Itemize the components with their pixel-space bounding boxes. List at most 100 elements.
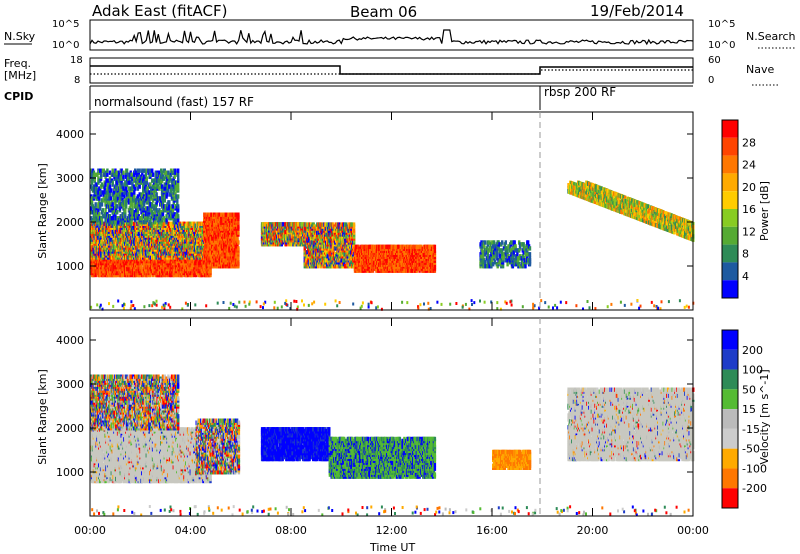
power-cell [133, 194, 135, 198]
power-cell [125, 186, 127, 190]
power-cell [139, 184, 141, 188]
power-cell [174, 175, 176, 179]
power-cell [134, 186, 136, 190]
power-cell [237, 230, 239, 234]
power-cell [164, 198, 166, 202]
cpid-segment-2: rbsp 200 RF [544, 85, 616, 99]
power-cell [237, 246, 239, 250]
power-panel: 1000200030004000 Slant Range [km] [36, 112, 695, 311]
power-cell [168, 200, 170, 204]
power-cell [100, 173, 102, 177]
cpid-segment-1: normalsound (fast) 157 RF [94, 95, 254, 109]
power-cell [122, 171, 124, 175]
nave-tick-bottom: 0 [708, 75, 714, 86]
power-cell [112, 169, 114, 173]
power-cell [174, 169, 176, 173]
power-cell [177, 169, 179, 173]
power-cell [145, 173, 147, 177]
power-cell [108, 200, 110, 204]
nsearch-tick-top: 10^5 [708, 19, 735, 30]
nave-trace [90, 70, 693, 74]
power-cell [109, 184, 111, 188]
power-cell [146, 177, 148, 181]
beam-title: Beam 06 [350, 3, 417, 21]
cpid-panel: CPID normalsound (fast) 157 RF rbsp 200 … [4, 85, 693, 110]
power-cell [121, 182, 123, 186]
power-cell [177, 186, 179, 190]
power-cell [237, 240, 239, 244]
power-cell [166, 192, 168, 196]
nave-label: Nave [746, 63, 774, 76]
power-cell [125, 204, 127, 208]
power-cell [112, 202, 114, 206]
cpid-label: CPID [4, 90, 33, 103]
power-cell [104, 208, 106, 212]
power-cell [104, 182, 106, 186]
power-cell [177, 194, 179, 198]
nsky-trace [90, 30, 693, 44]
power-cell [123, 194, 125, 198]
power-cell [237, 224, 239, 228]
power-cell [237, 221, 239, 225]
power-cell [104, 186, 106, 190]
power-cell [101, 202, 103, 206]
power-cell [237, 260, 239, 264]
power-cell [172, 204, 174, 208]
power-cell [237, 256, 239, 260]
power-cell [116, 204, 118, 208]
power-cell [140, 265, 142, 269]
power-cell [110, 188, 112, 192]
power-cell [102, 208, 104, 212]
nsky-label: N.Sky [4, 30, 36, 43]
power-cell [95, 202, 97, 206]
power-cell [177, 214, 179, 218]
power-cell [124, 208, 126, 212]
power-heatmap [90, 169, 695, 311]
power-cell [236, 236, 238, 240]
nsky-tick-bottom: 10^0 [52, 40, 79, 51]
freq-trace [90, 66, 693, 74]
power-cell [106, 169, 108, 173]
power-cell [151, 169, 153, 173]
power-cell [154, 220, 156, 224]
power-cell [162, 212, 164, 216]
date-title: 19/Feb/2014 [590, 2, 684, 20]
power-cell [133, 190, 135, 194]
power-cell [146, 180, 148, 184]
freq-tick-bottom: 8 [74, 75, 80, 86]
power-cell [152, 173, 154, 177]
nsky-panel: N.Sky 10^5 10^0 10^5 10^0 N.Search [4, 19, 796, 51]
power-cell [237, 213, 239, 217]
power-cell [149, 182, 151, 186]
freq-unit: [MHz] [4, 69, 36, 82]
power-cell [176, 198, 178, 202]
power-cell [177, 173, 179, 177]
power-cell [112, 180, 114, 184]
power-cell [177, 177, 179, 181]
power-cell [126, 169, 128, 173]
power-cell [110, 196, 112, 200]
power-cell [156, 192, 158, 196]
power-cell [139, 169, 141, 173]
nsky-tick-top: 10^5 [52, 19, 79, 30]
power-cell [98, 212, 100, 216]
power-cell [165, 218, 167, 222]
power-cell [116, 210, 118, 214]
power-cell [143, 202, 145, 206]
station-title: Adak East (fitACF) [92, 2, 227, 20]
nsearch-tick-bottom: 10^0 [708, 40, 735, 51]
power-cell [99, 206, 101, 210]
nave-tick-top: 60 [708, 55, 721, 66]
power-cell [165, 214, 167, 218]
power-cell [167, 188, 169, 192]
freq-tick-top: 18 [70, 55, 83, 66]
power-cell [130, 220, 132, 224]
power-cell [109, 192, 111, 196]
power-cell [106, 173, 108, 177]
power-cell [101, 218, 103, 222]
power-cell [177, 182, 179, 186]
nsearch-label: N.Search [746, 30, 796, 43]
power-cell [98, 196, 100, 200]
power-cell [124, 214, 126, 218]
